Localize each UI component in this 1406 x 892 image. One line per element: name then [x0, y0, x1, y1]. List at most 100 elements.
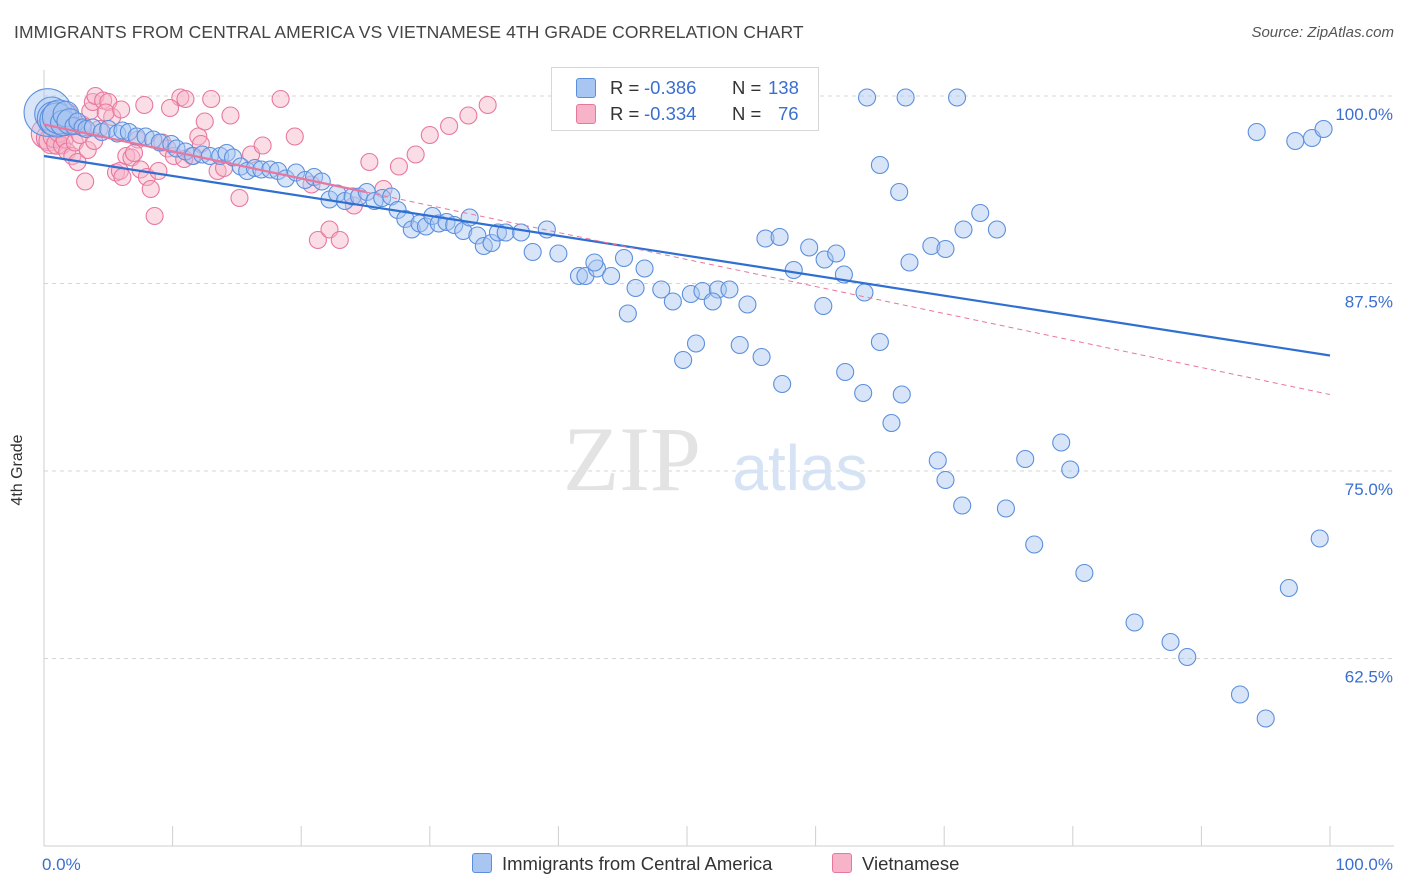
vietnamese-trend-line-solid [43, 123, 366, 194]
legend-r-label: R = [610, 103, 640, 124]
vietnamese-point [389, 157, 408, 176]
central-america-point [720, 280, 739, 299]
central-america-point [870, 155, 889, 175]
legend-r-value: -0.334 [644, 103, 697, 124]
vietnamese-point [478, 95, 497, 115]
source-attribution: Source: ZipAtlas.com [1251, 24, 1394, 41]
central-america-point [343, 187, 362, 206]
central-america-point [890, 182, 909, 202]
central-america-point [773, 374, 792, 394]
trend-lines [43, 123, 1331, 395]
y-tick-label: 75.0% [1345, 480, 1393, 499]
watermark-atlas: atlas [732, 432, 867, 504]
central-america-point [928, 451, 947, 470]
central-america-point [1230, 685, 1250, 704]
vietnamese-point [253, 136, 272, 155]
bottom-legend-central-america: Immigrants from Central America [472, 852, 812, 876]
vietnamese-point [440, 116, 459, 136]
central-america-point [1256, 709, 1275, 728]
legend-swatch-vietnamese [576, 104, 596, 124]
legend-n-label: N = [732, 77, 762, 98]
vietnamese-point [308, 230, 327, 250]
x-tick-label-max: 100.0% [1335, 855, 1393, 874]
central-america-point [800, 238, 819, 257]
central-america-point [52, 100, 80, 128]
central-america-point [836, 362, 855, 382]
vietnamese-point [285, 127, 304, 146]
central-america-point [1161, 632, 1180, 652]
central-america-point [523, 242, 542, 262]
legend-n-value: 138 [768, 77, 799, 98]
grid-lines [44, 95, 1394, 659]
legend-swatch-central-america [576, 78, 596, 98]
central-america-point [1286, 131, 1305, 151]
central-america-point [770, 227, 789, 247]
central-america-point [1125, 613, 1144, 632]
vietnamese-point [112, 100, 131, 119]
central-america-point [922, 236, 941, 256]
central-america-point [814, 296, 833, 316]
central-america-point [1279, 578, 1298, 598]
series-central-america-points [23, 88, 1333, 728]
central-america-point [882, 413, 901, 433]
bottom-legend-vietnamese: Vietnamese [832, 852, 992, 876]
central-america-point [635, 259, 654, 278]
tick-labels: 62.5% 75.0% 87.5% 100.0% 0.0% 100.0% [42, 105, 1393, 874]
central-america-point [1016, 449, 1035, 469]
bottom-legend-label-vietnamese: Vietnamese [862, 853, 960, 874]
central-america-point [870, 332, 889, 352]
central-america-point [752, 347, 771, 367]
central-america-point [681, 284, 700, 304]
central-america-point [936, 239, 955, 259]
vietnamese-point [76, 172, 95, 191]
bottom-legend-swatch-vietnamese [832, 853, 852, 873]
central-america-point [996, 499, 1015, 518]
watermark-zip: ZIP [563, 408, 701, 510]
central-america-point [1247, 122, 1266, 142]
central-america-point [512, 223, 531, 242]
central-america-point [854, 383, 873, 403]
vietnamese-point [149, 161, 168, 181]
vietnamese-point [202, 89, 221, 109]
central-america-point [1075, 563, 1094, 583]
central-america-point [1061, 460, 1080, 479]
central-america-point [1178, 647, 1197, 667]
y-tick-label: 100.0% [1335, 105, 1393, 124]
central-america-point [815, 250, 834, 269]
central-america-point [468, 226, 487, 245]
vietnamese-point [176, 89, 195, 109]
central-america-point [482, 233, 501, 253]
legend-r-label: R = [610, 77, 640, 98]
axes [43, 70, 1394, 847]
central-america-point [900, 253, 919, 272]
vietnamese-point [459, 106, 478, 125]
central-america-point [857, 88, 877, 107]
central-america-point [784, 260, 803, 280]
central-america-point [936, 470, 955, 490]
vietnamese-point [135, 95, 154, 115]
central-america-point [373, 188, 392, 208]
vietnamese-point [78, 140, 97, 160]
legend-r-value: -0.386 [644, 77, 697, 98]
central-america-point [618, 304, 637, 323]
vietnamese-point [230, 188, 249, 208]
central-america-point [987, 220, 1006, 239]
central-america-point [602, 266, 621, 286]
central-america-point [549, 244, 568, 263]
central-america-point [1025, 535, 1044, 554]
vietnamese-point [160, 98, 180, 118]
bottom-legend-label-central-america: Immigrants from Central America [502, 853, 773, 874]
bottom-legend-swatch-central-america [472, 853, 492, 873]
y-tick-label: 87.5% [1345, 293, 1393, 312]
central-america-point [68, 112, 87, 131]
central-america-point [954, 220, 973, 239]
vietnamese-point [360, 152, 379, 172]
vietnamese-point [330, 230, 349, 250]
central-america-point [738, 295, 757, 314]
vietnamese-point [189, 127, 208, 146]
central-america-point [892, 385, 911, 404]
central-america-point [1310, 529, 1329, 548]
central-america-point [626, 278, 645, 298]
legend-n-value: 76 [778, 103, 799, 124]
